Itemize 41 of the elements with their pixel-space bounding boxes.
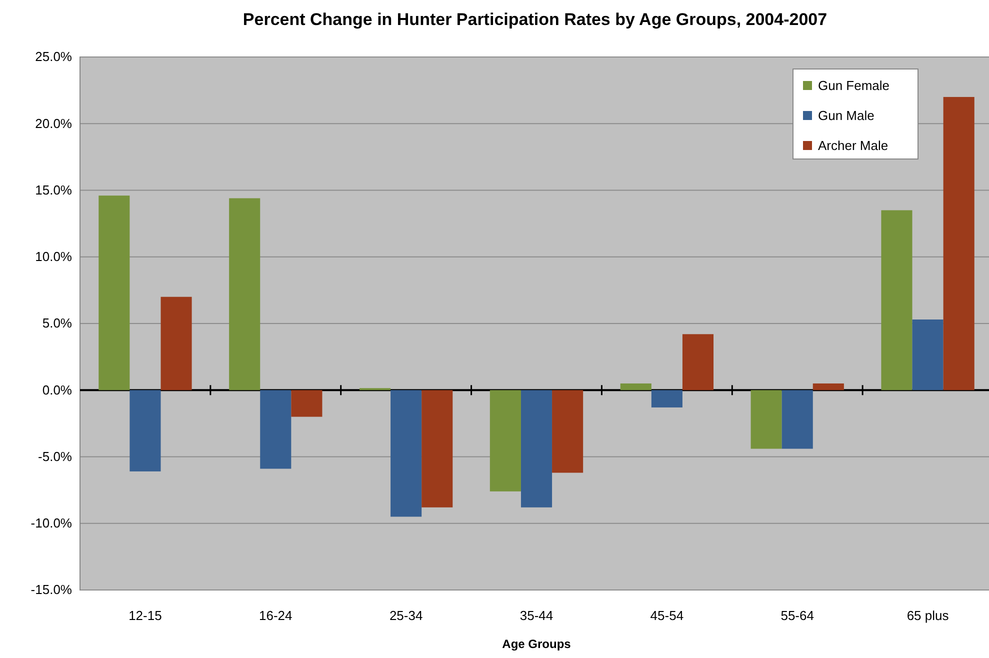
x-tick-label: 16-24 xyxy=(259,608,292,623)
bar xyxy=(229,198,260,390)
y-tick-label: 5.0% xyxy=(42,316,72,331)
bar xyxy=(750,390,782,449)
y-tick-label: 20.0% xyxy=(35,116,72,131)
bar xyxy=(130,390,161,472)
bar xyxy=(943,96,974,390)
x-tick-label: 12-15 xyxy=(128,608,162,623)
bar xyxy=(881,210,912,390)
x-tick-label: 65 plus xyxy=(906,608,950,623)
x-tick-label: 35-44 xyxy=(520,608,554,623)
x-tick-label: 55-64 xyxy=(780,608,814,623)
x-tick-label: 25-34 xyxy=(389,608,423,623)
legend-label: Archer Male xyxy=(818,138,888,153)
bar xyxy=(912,320,944,390)
y-tick-label: -5.0% xyxy=(38,448,72,464)
bar xyxy=(98,196,130,390)
bar xyxy=(520,390,552,508)
bar xyxy=(651,390,682,408)
legend-label: Gun Male xyxy=(818,108,874,123)
y-tick-label: -15.0% xyxy=(30,582,72,598)
bar xyxy=(490,390,521,492)
y-tick-label: 0.0% xyxy=(42,382,72,398)
y-tick-label: -10.0% xyxy=(30,516,72,531)
chart-title: Percent Change in Hunter Participation Rates by Age Groups, 2004-2007 xyxy=(242,10,828,29)
y-tick-label: 10.0% xyxy=(35,249,72,264)
bar xyxy=(291,390,322,417)
bar xyxy=(812,383,844,390)
bar xyxy=(390,390,422,517)
x-axis-title: Age Groups xyxy=(502,637,572,651)
legend-label: Gun Female xyxy=(818,78,890,93)
y-tick-label: 25.0% xyxy=(35,49,72,64)
bar xyxy=(620,383,652,390)
bar xyxy=(682,334,714,390)
bar xyxy=(160,296,192,390)
y-tick-label: 15.0% xyxy=(35,182,72,198)
bar xyxy=(782,390,813,449)
bar xyxy=(552,390,584,473)
bar xyxy=(422,390,453,508)
bar xyxy=(260,390,292,469)
x-tick-label: 45-54 xyxy=(650,608,684,623)
